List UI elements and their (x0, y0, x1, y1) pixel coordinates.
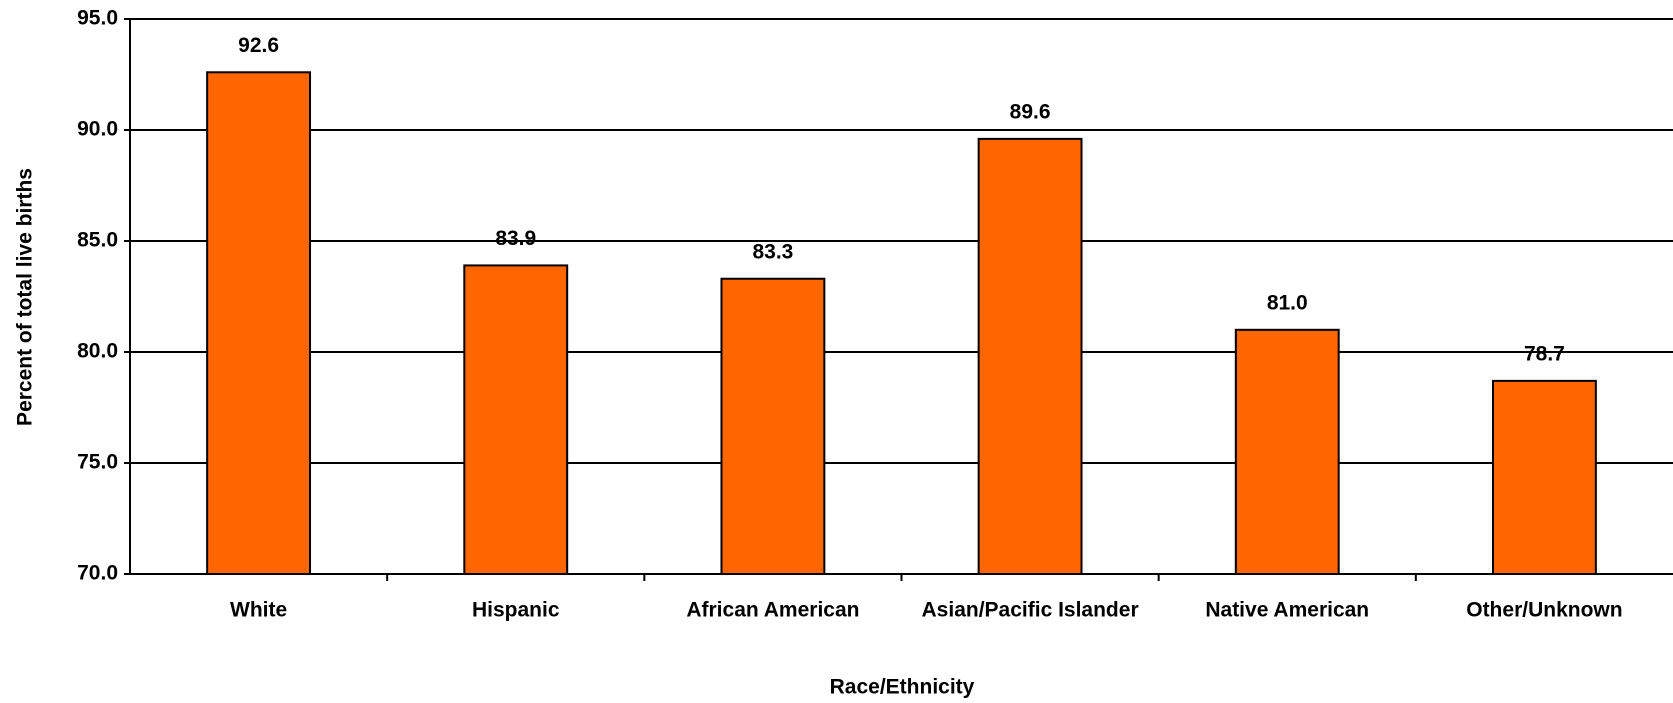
bar (1234, 328, 1340, 575)
bar (720, 277, 826, 575)
x-tick-label: Hispanic (472, 599, 560, 622)
y-tick-label: 80.0 (77, 340, 118, 363)
value-label: 92.6 (238, 34, 279, 57)
value-label: 81.0 (1267, 291, 1308, 314)
y-tick-label: 75.0 (77, 451, 118, 474)
value-label: 83.3 (752, 240, 793, 263)
bar (977, 137, 1083, 575)
bar (206, 71, 312, 575)
value-label: 89.6 (1010, 100, 1051, 123)
x-tick-label: Native American (1205, 599, 1369, 622)
y-tick-label: 95.0 (77, 7, 118, 30)
bar (1491, 379, 1597, 575)
y-tick-label: 70.0 (77, 562, 118, 585)
x-axis-title: Race/Ethnicity (830, 676, 975, 699)
bar (463, 264, 569, 575)
x-tick-label: Other/Unknown (1466, 599, 1622, 622)
x-tick-label: Asian/Pacific Islander (922, 599, 1139, 622)
y-axis-title: Percent of total live births (14, 168, 37, 426)
y-tick-label: 90.0 (77, 118, 118, 141)
y-tick-label: 85.0 (77, 229, 118, 252)
x-tick-label: White (230, 599, 287, 622)
x-tick-label: African American (686, 599, 859, 622)
value-label: 78.7 (1524, 342, 1565, 365)
value-label: 83.9 (495, 227, 536, 250)
